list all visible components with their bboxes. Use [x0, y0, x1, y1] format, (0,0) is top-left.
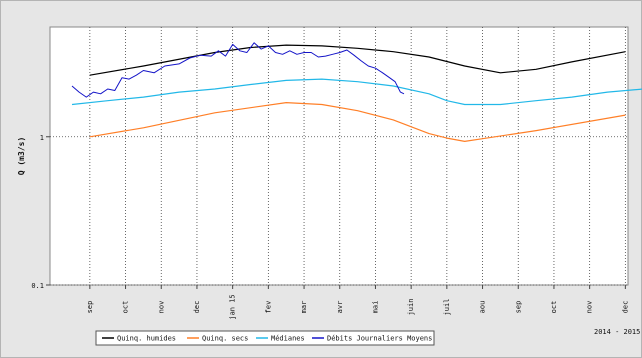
x-tick-label: mai [371, 301, 379, 314]
x-tick-label: juil [443, 299, 451, 316]
x-tick-label: nov [586, 301, 594, 314]
plot-area [49, 26, 629, 286]
legend-label: Médianes [271, 335, 305, 343]
x-tick-label: sep [86, 301, 94, 314]
series-line-1 [89, 44, 626, 76]
legend-label: Quinq. secs [202, 335, 248, 343]
x-tick-label: oct [122, 301, 130, 314]
series-line-4 [71, 42, 405, 98]
x-tick-label: oct [550, 301, 558, 314]
grid [50, 27, 628, 286]
x-tick-label: jan 15 [229, 294, 237, 319]
legend: Quinq. humides Quinq. secs Médianes Débits … [95, 330, 435, 346]
x-tick-label: aou [479, 301, 487, 314]
legend-items: Quinq. humides Quinq. secs Médianes Débits … [102, 335, 432, 343]
y-tick-label: 0.1 [31, 282, 44, 290]
x-tick-label: nov [157, 301, 165, 314]
y-axis-label: Q (m3/s) [17, 137, 26, 176]
y-axis-ticks: 0.11 [31, 134, 50, 290]
period-label: 2014 - 2015 [594, 328, 640, 336]
y-tick-label: 1 [40, 134, 44, 142]
series-lines [71, 42, 642, 142]
x-tick-label: sep [514, 301, 522, 314]
x-tick-label: avr [336, 301, 344, 314]
legend-label: Quinq. humides [117, 335, 176, 343]
x-tick-label: dec [621, 301, 629, 314]
series-line-2 [89, 101, 626, 142]
x-tick-label: mar [300, 301, 308, 314]
x-tick-label: fev [264, 301, 272, 314]
series-line-3 [71, 78, 642, 106]
x-tick-label: dec [193, 301, 201, 314]
legend-label: Débits Journaliers Moyens [327, 335, 432, 343]
x-axis-ticks: sep oct nov dec jan 15 fev mar avr mai juin juil ao… [86, 285, 629, 320]
x-tick-label: juin [407, 299, 415, 316]
